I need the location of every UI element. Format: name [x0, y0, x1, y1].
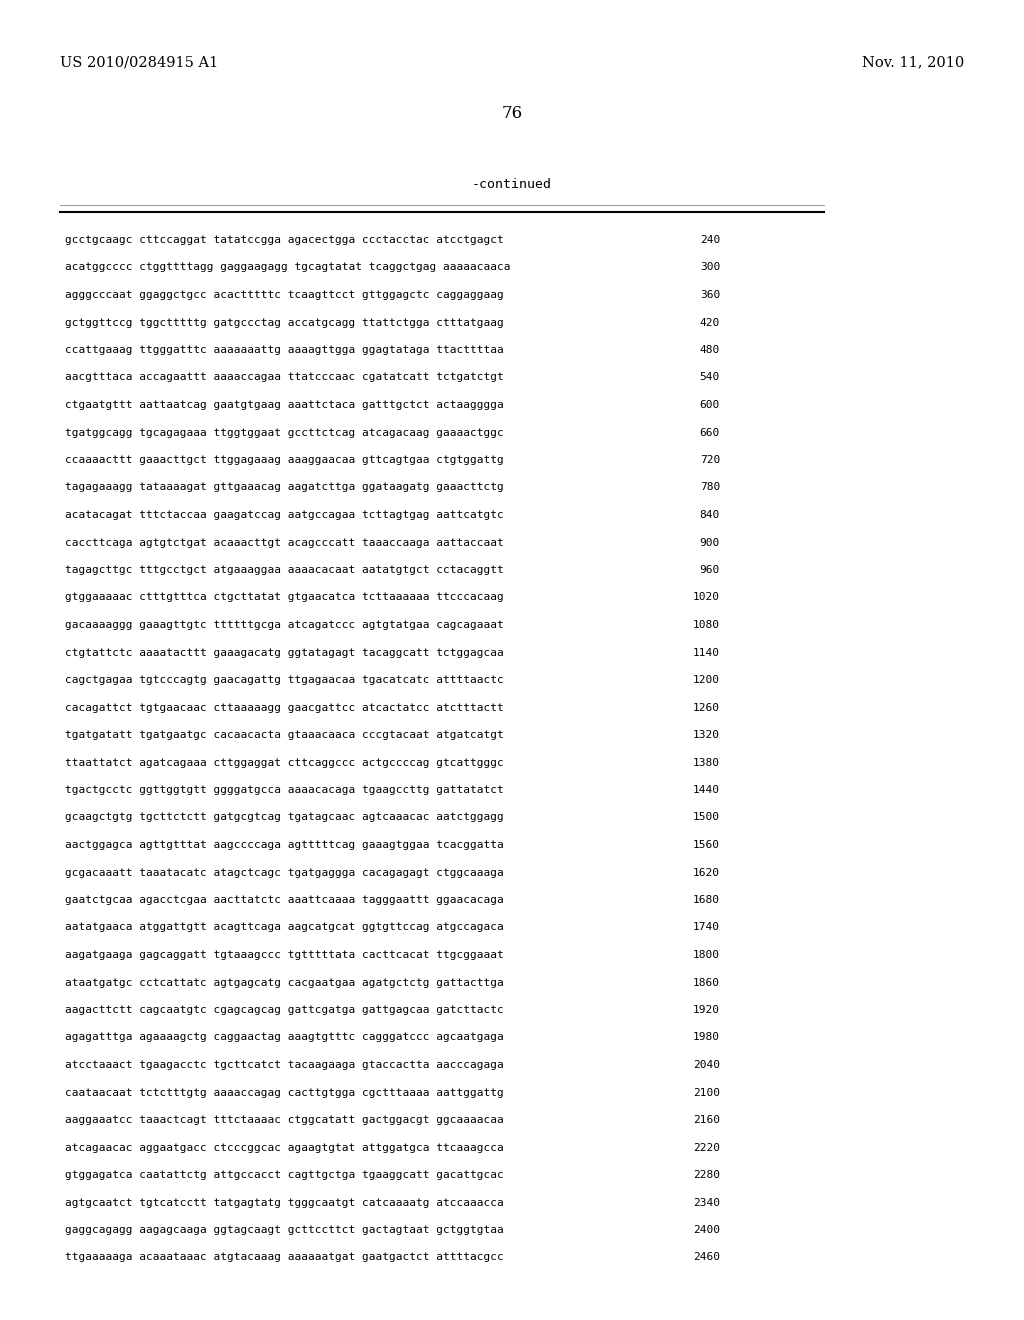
Text: 1980: 1980	[693, 1032, 720, 1043]
Text: 300: 300	[699, 263, 720, 272]
Text: 1380: 1380	[693, 758, 720, 767]
Text: gcaagctgtg tgcttctctt gatgcgtcag tgatagcaac agtcaaacac aatctggagg: gcaagctgtg tgcttctctt gatgcgtcag tgatagc…	[65, 813, 504, 822]
Text: 1020: 1020	[693, 593, 720, 602]
Text: 1320: 1320	[693, 730, 720, 741]
Text: gtggagatca caatattctg attgccacct cagttgctga tgaaggcatt gacattgcac: gtggagatca caatattctg attgccacct cagttgc…	[65, 1170, 504, 1180]
Text: aaggaaatcc taaactcagt tttctaaaac ctggcatatt gactggacgt ggcaaaacaa: aaggaaatcc taaactcagt tttctaaaac ctggcat…	[65, 1115, 504, 1125]
Text: 960: 960	[699, 565, 720, 576]
Text: gctggttccg tggctttttg gatgccctag accatgcagg ttattctgga ctttatgaag: gctggttccg tggctttttg gatgccctag accatgc…	[65, 318, 504, 327]
Text: 1680: 1680	[693, 895, 720, 906]
Text: tgactgcctc ggttggtgtt ggggatgcca aaaacacaga tgaagccttg gattatatct: tgactgcctc ggttggtgtt ggggatgcca aaaacac…	[65, 785, 504, 795]
Text: 1140: 1140	[693, 648, 720, 657]
Text: aacgtttaca accagaattt aaaaccagaa ttatcccaac cgatatcatt tctgatctgt: aacgtttaca accagaattt aaaaccagaa ttatccc…	[65, 372, 504, 383]
Text: 1920: 1920	[693, 1005, 720, 1015]
Text: 660: 660	[699, 428, 720, 437]
Text: 360: 360	[699, 290, 720, 300]
Text: -continued: -continued	[472, 178, 552, 191]
Text: gtggaaaaac ctttgtttca ctgcttatat gtgaacatca tcttaaaaaa ttcccacaag: gtggaaaaac ctttgtttca ctgcttatat gtgaaca…	[65, 593, 504, 602]
Text: 1260: 1260	[693, 702, 720, 713]
Text: 840: 840	[699, 510, 720, 520]
Text: aagatgaaga gagcaggatt tgtaaagccc tgtttttata cacttcacat ttgcggaaat: aagatgaaga gagcaggatt tgtaaagccc tgttttt…	[65, 950, 504, 960]
Text: 900: 900	[699, 537, 720, 548]
Text: 1860: 1860	[693, 978, 720, 987]
Text: tagagcttgc tttgcctgct atgaaaggaa aaaacacaat aatatgtgct cctacaggtt: tagagcttgc tttgcctgct atgaaaggaa aaaacac…	[65, 565, 504, 576]
Text: agggcccaat ggaggctgcc acactttttc tcaagttcct gttggagctc caggaggaag: agggcccaat ggaggctgcc acactttttc tcaagtt…	[65, 290, 504, 300]
Text: 2460: 2460	[693, 1253, 720, 1262]
Text: 1800: 1800	[693, 950, 720, 960]
Text: agtgcaatct tgtcatcctt tatgagtatg tgggcaatgt catcaaaatg atccaaacca: agtgcaatct tgtcatcctt tatgagtatg tgggcaa…	[65, 1197, 504, 1208]
Text: 600: 600	[699, 400, 720, 411]
Text: ttaattatct agatcagaaa cttggaggat cttcaggccc actgccccag gtcattgggc: ttaattatct agatcagaaa cttggaggat cttcagg…	[65, 758, 504, 767]
Text: 2220: 2220	[693, 1143, 720, 1152]
Text: cacagattct tgtgaacaac cttaaaaagg gaacgattcc atcactatcc atctttactt: cacagattct tgtgaacaac cttaaaaagg gaacgat…	[65, 702, 504, 713]
Text: gacaaaaggg gaaagttgtc ttttttgcga atcagatccc agtgtatgaa cagcagaaat: gacaaaaggg gaaagttgtc ttttttgcga atcagat…	[65, 620, 504, 630]
Text: acatggcccc ctggttttagg gaggaagagg tgcagtatat tcaggctgag aaaaacaaca: acatggcccc ctggttttagg gaggaagagg tgcagt…	[65, 263, 511, 272]
Text: atcctaaact tgaagacctc tgcttcatct tacaagaaga gtaccactta aacccagaga: atcctaaact tgaagacctc tgcttcatct tacaaga…	[65, 1060, 504, 1071]
Text: Nov. 11, 2010: Nov. 11, 2010	[862, 55, 964, 69]
Text: ataatgatgc cctcattatc agtgagcatg cacgaatgaa agatgctctg gattacttga: ataatgatgc cctcattatc agtgagcatg cacgaat…	[65, 978, 504, 987]
Text: atcagaacac aggaatgacc ctcccggcac agaagtgtat attggatgca ttcaaagcca: atcagaacac aggaatgacc ctcccggcac agaagtg…	[65, 1143, 504, 1152]
Text: 2400: 2400	[693, 1225, 720, 1236]
Text: 1740: 1740	[693, 923, 720, 932]
Text: 2040: 2040	[693, 1060, 720, 1071]
Text: ccaaaacttt gaaacttgct ttggagaaag aaaggaacaa gttcagtgaa ctgtggattg: ccaaaacttt gaaacttgct ttggagaaag aaaggaa…	[65, 455, 504, 465]
Text: cagctgagaa tgtcccagtg gaacagattg ttgagaacaa tgacatcatc attttaactc: cagctgagaa tgtcccagtg gaacagattg ttgagaa…	[65, 675, 504, 685]
Text: 420: 420	[699, 318, 720, 327]
Text: 1080: 1080	[693, 620, 720, 630]
Text: 1500: 1500	[693, 813, 720, 822]
Text: aatatgaaca atggattgtt acagttcaga aagcatgcat ggtgttccag atgccagaca: aatatgaaca atggattgtt acagttcaga aagcatg…	[65, 923, 504, 932]
Text: 2280: 2280	[693, 1170, 720, 1180]
Text: aactggagca agttgtttat aagccccaga agtttttcag gaaagtggaa tcacggatta: aactggagca agttgtttat aagccccaga agttttt…	[65, 840, 504, 850]
Text: ctgaatgttt aattaatcag gaatgtgaag aaattctaca gatttgctct actaagggga: ctgaatgttt aattaatcag gaatgtgaag aaattct…	[65, 400, 504, 411]
Text: 1200: 1200	[693, 675, 720, 685]
Text: 540: 540	[699, 372, 720, 383]
Text: gaggcagagg aagagcaaga ggtagcaagt gcttccttct gactagtaat gctggtgtaa: gaggcagagg aagagcaaga ggtagcaagt gcttcct…	[65, 1225, 504, 1236]
Text: caataacaat tctctttgtg aaaaccagag cacttgtgga cgctttaaaa aattggattg: caataacaat tctctttgtg aaaaccagag cacttgt…	[65, 1088, 504, 1097]
Text: 480: 480	[699, 345, 720, 355]
Text: tgatggcagg tgcagagaaa ttggtggaat gccttctcag atcagacaag gaaaactggc: tgatggcagg tgcagagaaa ttggtggaat gccttct…	[65, 428, 504, 437]
Text: ccattgaaag ttgggatttc aaaaaaattg aaaagttgga ggagtataga ttacttttaa: ccattgaaag ttgggatttc aaaaaaattg aaaagtt…	[65, 345, 504, 355]
Text: gcgacaaatt taaatacatc atagctcagc tgatgaggga cacagagagt ctggcaaaga: gcgacaaatt taaatacatc atagctcagc tgatgag…	[65, 867, 504, 878]
Text: agagatttga agaaaagctg caggaactag aaagtgtttc cagggatccc agcaatgaga: agagatttga agaaaagctg caggaactag aaagtgt…	[65, 1032, 504, 1043]
Text: 1440: 1440	[693, 785, 720, 795]
Text: 720: 720	[699, 455, 720, 465]
Text: gaatctgcaa agacctcgaa aacttatctc aaattcaaaa tagggaattt ggaacacaga: gaatctgcaa agacctcgaa aacttatctc aaattca…	[65, 895, 504, 906]
Text: 1560: 1560	[693, 840, 720, 850]
Text: caccttcaga agtgtctgat acaaacttgt acagcccatt taaaccaaga aattaccaat: caccttcaga agtgtctgat acaaacttgt acagccc…	[65, 537, 504, 548]
Text: ttgaaaaaga acaaataaac atgtacaaag aaaaaatgat gaatgactct attttacgcc: ttgaaaaaga acaaataaac atgtacaaag aaaaaat…	[65, 1253, 504, 1262]
Text: 2340: 2340	[693, 1197, 720, 1208]
Text: US 2010/0284915 A1: US 2010/0284915 A1	[60, 55, 218, 69]
Text: 2160: 2160	[693, 1115, 720, 1125]
Text: gcctgcaagc cttccaggat tatatccgga agacectgga ccctacctac atcctgagct: gcctgcaagc cttccaggat tatatccgga agacect…	[65, 235, 504, 246]
Text: ctgtattctc aaaatacttt gaaagacatg ggtatagagt tacaggcatt tctggagcaa: ctgtattctc aaaatacttt gaaagacatg ggtatag…	[65, 648, 504, 657]
Text: tagagaaagg tataaaagat gttgaaacag aagatcttga ggataagatg gaaacttctg: tagagaaagg tataaaagat gttgaaacag aagatct…	[65, 483, 504, 492]
Text: 1620: 1620	[693, 867, 720, 878]
Text: 240: 240	[699, 235, 720, 246]
Text: 780: 780	[699, 483, 720, 492]
Text: acatacagat tttctaccaa gaagatccag aatgccagaa tcttagtgag aattcatgtc: acatacagat tttctaccaa gaagatccag aatgcca…	[65, 510, 504, 520]
Text: tgatgatatt tgatgaatgc cacaacacta gtaaacaaca cccgtacaat atgatcatgt: tgatgatatt tgatgaatgc cacaacacta gtaaaca…	[65, 730, 504, 741]
Text: 76: 76	[502, 106, 522, 121]
Text: 2100: 2100	[693, 1088, 720, 1097]
Text: aagacttctt cagcaatgtc cgagcagcag gattcgatga gattgagcaa gatcttactc: aagacttctt cagcaatgtc cgagcagcag gattcga…	[65, 1005, 504, 1015]
